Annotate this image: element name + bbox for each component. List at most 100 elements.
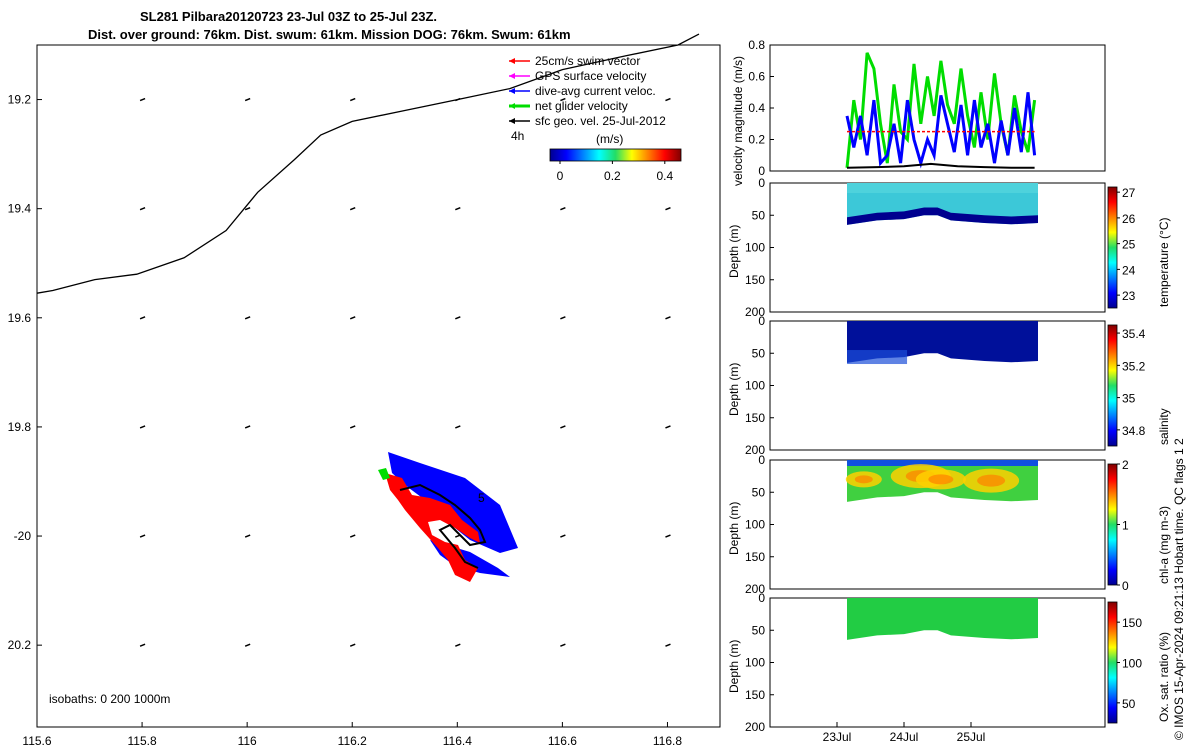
geo-velocity-arrow bbox=[139, 97, 146, 102]
geo-velocity-arrow bbox=[665, 206, 671, 211]
legend-label: GPS surface velocity bbox=[535, 69, 646, 83]
geo-velocity-arrow bbox=[139, 534, 146, 538]
depth-tick-label: 100 bbox=[745, 379, 765, 393]
geo-velocity-arrow bbox=[139, 643, 146, 647]
section-colorbar bbox=[1107, 601, 1118, 724]
map-y-tick-label: 19.8 bbox=[8, 420, 32, 434]
chart-title-line2: Dist. over ground: 76km. Dist. swum: 61k… bbox=[88, 27, 571, 42]
geo-velocity-arrows bbox=[139, 97, 671, 647]
section-patch bbox=[847, 350, 908, 365]
section-colorbar bbox=[1107, 463, 1118, 586]
legend-arrowhead bbox=[509, 88, 515, 94]
geo-velocity-arrow bbox=[665, 97, 671, 102]
depth-tick-label: 50 bbox=[752, 208, 766, 222]
colorbar-tick-label: 0 bbox=[1122, 579, 1129, 593]
velocity-y-tick-label: 0.4 bbox=[748, 101, 765, 115]
velocity-y-tick-label: 0.6 bbox=[748, 70, 765, 84]
legend-arrowhead bbox=[509, 118, 515, 124]
geo-velocity-arrow bbox=[560, 534, 566, 538]
geo-velocity-arrow bbox=[349, 206, 356, 211]
chl-patch-core bbox=[854, 475, 873, 484]
geo-velocity-arrow bbox=[244, 534, 251, 538]
section-surface-strip bbox=[847, 460, 1038, 466]
colorbar-tick-label: 23 bbox=[1122, 289, 1136, 303]
depth-tick-label: 200 bbox=[745, 720, 765, 734]
colorbar-tick-label: 35 bbox=[1122, 392, 1136, 406]
velocity-ylabel: velocity magnitude (m/s) bbox=[731, 56, 745, 186]
map-x-tick-label: 116.6 bbox=[548, 734, 577, 748]
speed-colorbar-tick-label: 0 bbox=[557, 169, 564, 183]
depth-tick-label: 50 bbox=[752, 485, 766, 499]
map-x-tick-label: 116.8 bbox=[653, 734, 682, 748]
credit-text: © IMOS 15-Apr-2024 09:21:13 Hobart time.… bbox=[1172, 438, 1186, 740]
geo-velocity-arrow bbox=[139, 206, 146, 211]
track-label: 5 bbox=[478, 491, 485, 505]
geo-velocity-arrow bbox=[560, 316, 566, 320]
depth-tick-label: 200 bbox=[745, 582, 765, 596]
depth-axis-label: Depth (m) bbox=[727, 502, 741, 555]
velocity-series-line bbox=[846, 162, 1035, 169]
time-tick-label: 23Jul bbox=[823, 730, 852, 744]
depth-tick-label: 0 bbox=[758, 453, 765, 467]
legend-label: 25cm/s swim vector bbox=[535, 54, 640, 68]
geo-velocity-arrow bbox=[665, 425, 671, 429]
section-colorbar bbox=[1107, 186, 1118, 309]
section-panel-oxygen: 0 50 100 150 200 Depth (m) 50 100 150 Ox. sat. ra… bbox=[727, 591, 1171, 734]
legend-label: dive-avg current veloc. bbox=[535, 84, 656, 98]
colorbar-label: temperature (°C) bbox=[1157, 218, 1171, 308]
depth-tick-label: 200 bbox=[745, 305, 765, 319]
depth-tick-label: 0 bbox=[758, 591, 765, 605]
geo-velocity-arrow bbox=[560, 97, 566, 102]
colorbar-label: Ox. sat. ratio (%) bbox=[1157, 632, 1171, 722]
velocity-y-tick-label: 0 bbox=[758, 164, 765, 178]
map-frame bbox=[36, 44, 721, 728]
section-panel-temperature: 0 50 100 150 200 Depth (m) 23 24 25 26 27 temperatu… bbox=[727, 176, 1171, 319]
depth-tick-label: 150 bbox=[745, 411, 765, 425]
speed-colorbar bbox=[549, 148, 682, 162]
geo-velocity-arrow bbox=[244, 316, 251, 320]
geo-velocity-arrow bbox=[455, 316, 461, 320]
velocity-panel: 0 0.2 0.4 0.6 0.8 velocity magnitude (m/s) bbox=[731, 38, 1106, 186]
chart-title-line1: SL281 Pilbara20120723 23-Jul 03Z to 25-J… bbox=[140, 9, 437, 24]
legend-arrowhead bbox=[509, 73, 515, 79]
depth-tick-label: 100 bbox=[745, 518, 765, 532]
velocity-y-tick-label: 0.8 bbox=[748, 38, 765, 52]
depth-axis-label: Depth (m) bbox=[727, 363, 741, 416]
geo-velocity-arrow bbox=[560, 206, 566, 211]
depth-tick-label: 200 bbox=[745, 443, 765, 457]
depth-tick-label: 100 bbox=[745, 656, 765, 670]
geo-velocity-arrow bbox=[349, 643, 356, 647]
map-y-ticks: 19.2 19.4 19.6 19.8 -20 20.2 bbox=[8, 93, 42, 652]
time-tick-label: 24Jul bbox=[890, 730, 919, 744]
colorbar-tick-label: 1 bbox=[1122, 519, 1129, 533]
velocity-y-ticks: 0 0.2 0.4 0.6 0.8 bbox=[748, 38, 774, 178]
section-cold-layer bbox=[847, 207, 1038, 225]
depth-tick-label: 150 bbox=[745, 273, 765, 287]
map-y-tick-label: 19.6 bbox=[8, 311, 32, 325]
net-glider-vectors bbox=[378, 468, 390, 480]
velocity-series bbox=[845, 52, 1037, 169]
section-data-field bbox=[847, 598, 1038, 640]
colorbar-tick-label: 35.2 bbox=[1122, 359, 1146, 373]
section-panel-chl-a: 0 50 100 150 200 Depth (m) 0 1 2 chl-a (mg m-3) bbox=[727, 453, 1171, 596]
map-x-tick-label: 115.8 bbox=[128, 734, 157, 748]
map-y-tick-label: 20.2 bbox=[8, 638, 32, 652]
geo-velocity-arrow bbox=[455, 206, 461, 211]
section-colorbar bbox=[1107, 324, 1118, 447]
colorbar-tick-label: 35.4 bbox=[1122, 327, 1146, 341]
coastline bbox=[36, 33, 700, 294]
geo-velocity-arrow bbox=[665, 316, 671, 320]
swim-vectors bbox=[385, 473, 480, 582]
colorbar-tick-label: 25 bbox=[1122, 238, 1136, 252]
depth-tick-label: 150 bbox=[745, 550, 765, 564]
geo-velocity-arrow bbox=[560, 643, 566, 647]
colorbar-label: salinity bbox=[1157, 408, 1171, 445]
geo-velocity-arrow bbox=[455, 97, 461, 102]
chl-patch-core bbox=[928, 474, 954, 485]
depth-tick-label: 150 bbox=[745, 688, 765, 702]
section-warm-layer bbox=[847, 183, 1038, 193]
time-x-ticks: 23Jul 24Jul 25Jul bbox=[823, 722, 985, 744]
geo-velocity-arrow bbox=[244, 97, 251, 102]
